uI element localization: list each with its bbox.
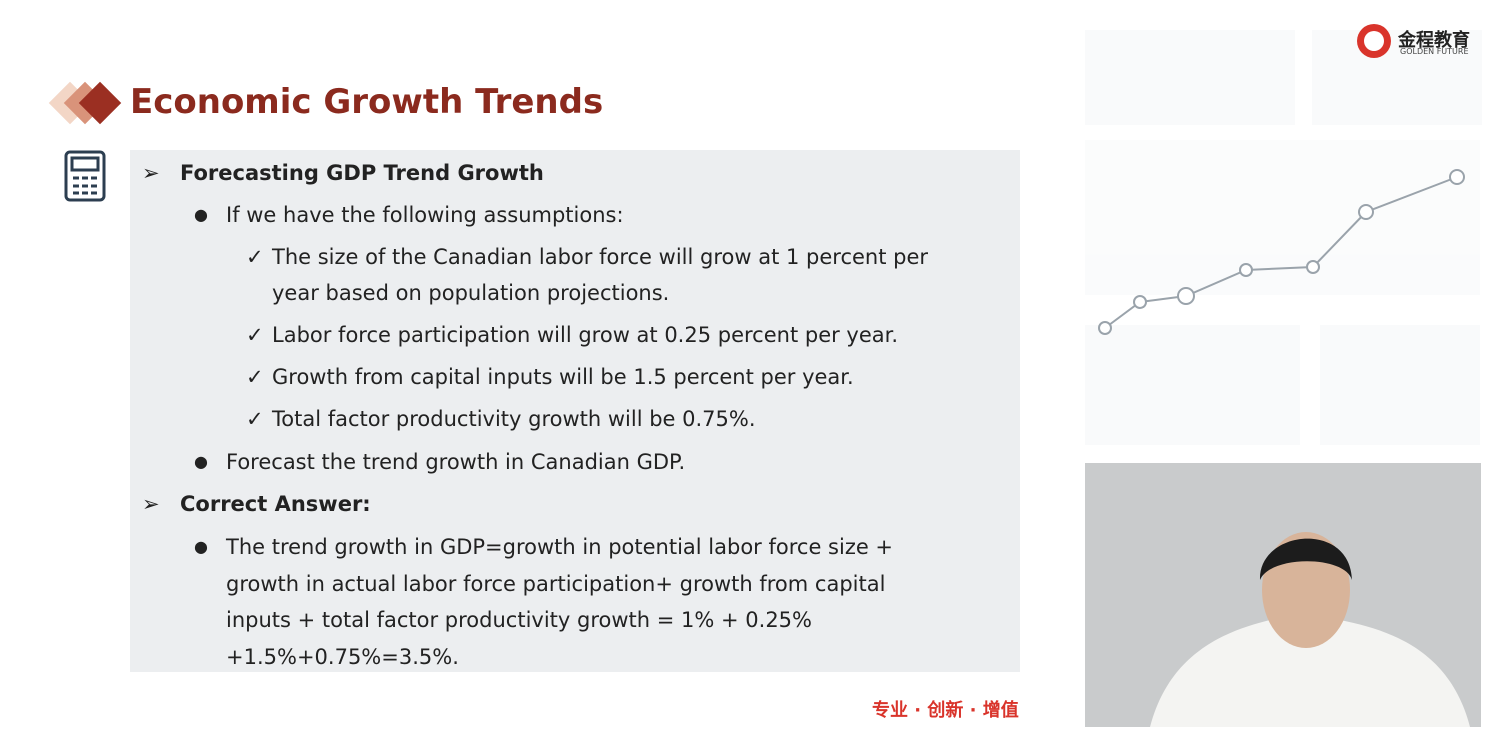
background-graphic [1085, 30, 1482, 445]
logo-mark [1357, 24, 1391, 58]
check-mark: ✓ [246, 323, 264, 347]
logo-text: 金程教育 [1398, 30, 1470, 51]
arrow-marker: ➢ [142, 492, 160, 516]
slide-title: Economic Growth Trends [130, 82, 604, 122]
bullet-text: Forecast the trend growth in Canadian GD… [226, 450, 686, 474]
check-mark: ✓ [246, 365, 264, 389]
section-heading: Correct Answer: [180, 492, 371, 516]
assumption-text: Total factor productivity growth will be… [272, 407, 756, 431]
title-diamonds [48, 81, 122, 125]
assumption-text: Growth from capital inputs will be 1.5 p… [272, 365, 854, 389]
footer-slogan: 专业 · 创新 · 增值 [872, 700, 1019, 721]
assumption-text: The size of the Canadian labor force wil… [272, 245, 929, 269]
webcam [1085, 463, 1481, 727]
answer-text: +1.5%+0.75%=3.5%. [226, 644, 459, 669]
assumption-text: year based on population projections. [272, 281, 670, 305]
bullet: ● [194, 205, 208, 224]
answer-text: growth in actual labor force participati… [226, 571, 886, 596]
check-mark: ✓ [246, 407, 264, 431]
assumption-text: Labor force participation will grow at 0… [272, 323, 899, 347]
bullet: ● [194, 452, 208, 471]
content-box [130, 150, 1020, 672]
bullet-text: If we have the following assumptions: [226, 203, 624, 227]
check-mark: ✓ [246, 245, 264, 269]
answer-text: The trend growth in GDP=growth in potent… [226, 535, 894, 559]
calculator-icon [64, 150, 106, 202]
section-heading: Forecasting GDP Trend Growth [180, 161, 544, 185]
trend-line [1098, 169, 1465, 335]
logo-subtext: GOLDEN FUTURE [1400, 47, 1469, 56]
answer-text: inputs + total factor productivity growt… [226, 608, 812, 632]
bullet: ● [194, 537, 208, 556]
arrow-marker: ➢ [142, 161, 160, 185]
